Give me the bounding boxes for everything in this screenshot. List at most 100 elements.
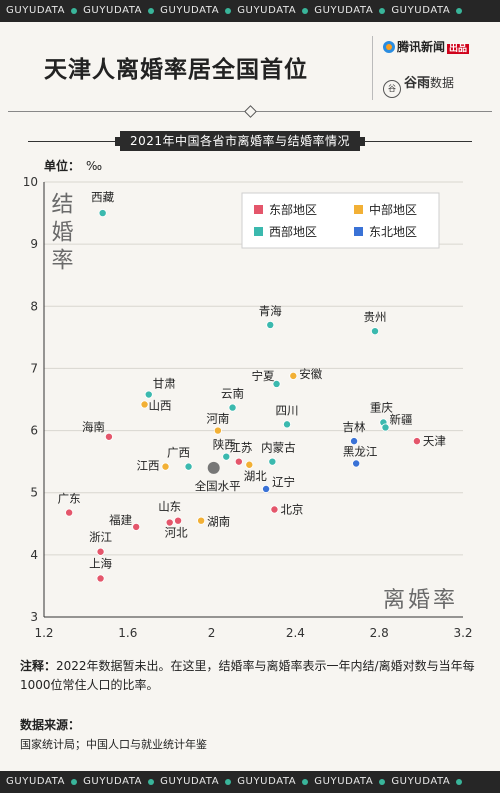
legend-label: 东北地区	[369, 225, 417, 239]
legend-label: 中部地区	[369, 202, 417, 217]
data-label: 西藏	[91, 190, 114, 204]
legend-swatch	[354, 205, 363, 214]
data-label: 内蒙古	[261, 441, 296, 455]
y-tick-label: 3	[30, 610, 38, 624]
data-label: 贵州	[364, 310, 387, 324]
data-point	[262, 484, 271, 493]
scatter-chart: 3 4 5 6 7 8 9 10 1.2 1.6 2 2.4 2.8 3.2 结婚率 离婚率 东部地区 中部…	[23, 175, 473, 640]
unit-label: 单位： ‰	[44, 157, 102, 174]
data-label: 福建	[109, 513, 132, 527]
data-label: 辽宁	[272, 475, 295, 489]
y-tick-label: 10	[23, 175, 38, 189]
data-point	[350, 437, 359, 446]
x-tick-label: 2	[208, 626, 216, 640]
data-point	[268, 457, 277, 466]
ticker-dot-icon	[456, 8, 463, 14]
data-label: 新疆	[389, 412, 412, 426]
ticker-dot-icon	[71, 8, 78, 14]
tencent-news-badge: 出品	[447, 44, 470, 54]
data-label: 湖北	[244, 469, 267, 483]
data-label: 安徽	[299, 367, 322, 381]
data-point	[184, 462, 193, 471]
ticker-text: GUYUDATA	[391, 5, 451, 16]
data-point	[132, 522, 141, 531]
data-point	[165, 518, 174, 527]
data-point	[98, 209, 107, 218]
data-point	[371, 327, 380, 336]
data-label: 青海	[259, 304, 282, 318]
ticker-text: GUYUDATA	[160, 5, 220, 16]
ticker-dot-icon	[148, 779, 155, 785]
data-label: 河南	[206, 412, 229, 426]
y-axis-label: 结婚率	[48, 192, 74, 276]
data-label: 北京	[280, 502, 303, 516]
data-point	[412, 437, 421, 446]
top-ticker-banner: GUYUDATA GUYUDATA GUYUDATA GUYUDATA GUYUDATA…	[0, 0, 500, 22]
note-text: 2022年数据暂未出。在这里，结婚率与离婚率表示一年内结/离婚对数与当年每100…	[20, 659, 475, 692]
subtitle-cap-right	[360, 137, 365, 146]
x-tick-label: 2.4	[286, 626, 305, 640]
data-label: 浙江	[89, 530, 112, 544]
ticker-dot-icon	[302, 779, 309, 785]
unit-value: ‰	[86, 159, 103, 173]
ticker-dot-icon	[379, 8, 386, 14]
data-point	[272, 379, 281, 388]
guyu-data-logo: 谷谷雨数据	[383, 72, 454, 98]
chart-subtitle: 2021年中国各省市离婚率与结婚率情况	[120, 131, 361, 151]
data-label: 广西	[167, 446, 190, 460]
x-tick-label: 3.2	[453, 626, 472, 640]
y-tick-label: 4	[30, 548, 38, 562]
data-point	[96, 574, 105, 583]
chart-axes: 3 4 5 6 7 8 9 10 1.2 1.6 2 2.4 2.8 3.2	[23, 175, 473, 640]
y-tick-label: 6	[30, 424, 38, 438]
page-title: 天津人离婚率居全国首位	[44, 57, 308, 83]
data-label: 海南	[82, 420, 105, 434]
tencent-news-icon	[383, 41, 395, 53]
data-label: 湖南	[207, 515, 230, 529]
y-tick-label: 9	[30, 237, 38, 251]
tencent-news-text: 腾讯新闻	[397, 40, 446, 54]
data-label: 江苏	[229, 441, 252, 455]
tencent-news-logo: 腾讯新闻 出品	[383, 38, 470, 55]
ticker-text: GUYUDATA	[237, 5, 297, 16]
ticker-text: GUYUDATA	[83, 5, 143, 16]
ticker-dot-icon	[379, 779, 386, 785]
y-tick-label: 5	[30, 486, 38, 500]
data-label: 河北	[165, 526, 188, 540]
data-label: 天津	[423, 434, 446, 448]
x-tick-label: 1.2	[34, 626, 53, 640]
data-point	[207, 461, 220, 474]
ticker-text: GUYUDATA	[314, 5, 374, 16]
guyu-logo-icon: 谷	[383, 80, 401, 98]
data-point	[245, 460, 254, 469]
legend-swatch	[254, 227, 263, 236]
guyu-logo-text: 谷雨	[404, 76, 431, 91]
ticker-dot-icon	[456, 779, 463, 785]
data-point	[266, 320, 275, 329]
legend-label: 东部地区	[269, 202, 317, 217]
ticker-text: GUYUDATA	[160, 776, 220, 787]
unit-label-text: 单位：	[44, 159, 81, 173]
y-tick-label: 7	[30, 361, 38, 375]
ticker-dot-icon	[225, 8, 232, 14]
ticker-dot-icon	[71, 779, 78, 785]
data-point	[96, 547, 105, 556]
data-point	[283, 420, 292, 429]
source-label: 数据来源：	[20, 718, 81, 732]
data-label: 吉林	[343, 420, 366, 434]
legend-box	[241, 192, 440, 249]
data-point	[270, 505, 279, 514]
data-label: 陕西	[213, 438, 236, 452]
legend-swatch	[254, 205, 263, 214]
data-point	[228, 403, 237, 412]
data-label: 云南	[221, 387, 244, 401]
data-point	[213, 426, 222, 435]
legend-swatch	[354, 227, 363, 236]
data-label: 黑龙江	[343, 445, 378, 459]
data-label: 江西	[137, 459, 160, 473]
x-tick-label: 1.6	[118, 626, 137, 640]
data-label: 山西	[149, 398, 172, 412]
ticker-dot-icon	[148, 8, 155, 14]
